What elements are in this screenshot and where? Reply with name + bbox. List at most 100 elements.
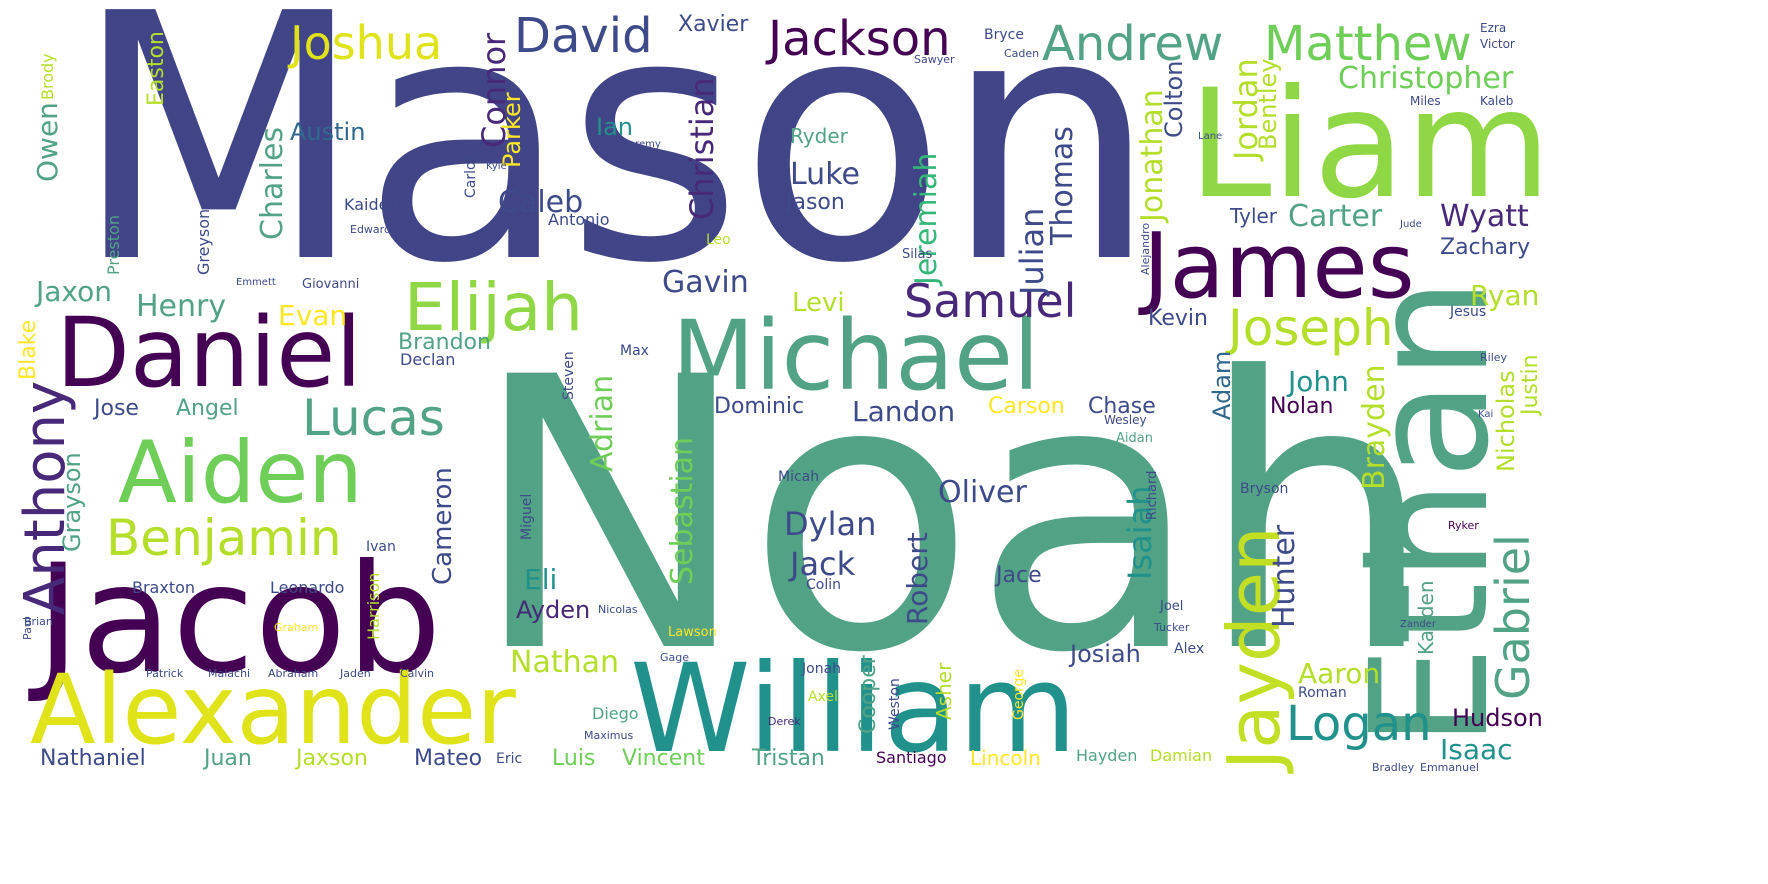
word-lincoln: Lincoln (970, 746, 1041, 770)
word-declan: Declan (400, 350, 456, 369)
word-gavin: Gavin (662, 265, 749, 300)
word-tristan: Tristan (752, 746, 825, 771)
word-malachi: Malachi (208, 667, 251, 680)
word-jose: Jose (94, 396, 139, 421)
word-edward: Edward (350, 223, 391, 236)
word-jaden: Jaden (340, 667, 371, 680)
word-damian: Damian (1150, 746, 1213, 765)
word-zachary: Zachary (1440, 235, 1531, 260)
word-carlos: Carlos (463, 154, 479, 198)
word-blake: Blake (16, 319, 41, 380)
word-brody: Brody (38, 53, 57, 100)
word-jack: Jack (790, 545, 856, 583)
word-abraham: Abraham (268, 667, 319, 680)
word-calvin: Calvin (400, 667, 435, 680)
word-emmett: Emmett (236, 277, 276, 288)
word-aidan: Aidan (1116, 431, 1153, 446)
word-hayden: Hayden (1076, 746, 1138, 765)
word-jaxson: Jaxson (296, 746, 368, 771)
word-patrick: Patrick (146, 667, 184, 680)
word-bryson: Bryson (1240, 481, 1289, 497)
word-weston: Weston (887, 678, 903, 730)
word-bradley: Bradley (1372, 761, 1415, 774)
word-aiden: Aiden (118, 423, 363, 523)
word-owen: Owen (31, 102, 64, 182)
word-david: David (514, 8, 653, 64)
word-justin: Justin (1518, 354, 1543, 415)
word-ayden: Ayden (516, 596, 591, 624)
word-aaron: Aaron (1298, 657, 1381, 690)
word-kaleb: Kaleb (1480, 94, 1514, 108)
word-asher: Asher (932, 662, 956, 720)
word-matthew: Matthew (1264, 16, 1472, 72)
word-steven: Steven (561, 351, 577, 400)
word-brayden: Brayden (1357, 364, 1392, 490)
word-braxton: Braxton (132, 578, 196, 597)
word-preston: Preston (104, 215, 123, 275)
word-mason: Mason (72, 0, 1158, 338)
word-lane: Lane (1198, 131, 1223, 142)
word-samuel: Samuel (904, 274, 1077, 328)
word-nicholas: Nicholas (1492, 370, 1520, 472)
word-kai: Kai (1478, 409, 1494, 420)
word-ezra: Ezra (1480, 21, 1507, 35)
word-zander: Zander (1400, 619, 1436, 630)
word-hudson: Hudson (1452, 704, 1543, 732)
word-jonah: Jonah (802, 661, 842, 677)
word-alejandro: Alejandro (1139, 222, 1152, 275)
word-landon: Landon (852, 395, 956, 428)
word-william: William (630, 638, 1078, 780)
word-maximus: Maximus (584, 729, 634, 742)
word-ryker: Ryker (1448, 519, 1479, 532)
word-ian: Ian (596, 113, 633, 141)
word-lucas: Lucas (302, 389, 445, 447)
word-jeremy: Jeremy (626, 139, 661, 150)
word-sawyer: Sawyer (914, 53, 955, 66)
word-julian: Julian (1013, 207, 1051, 295)
word-hunter: Hunter (1267, 524, 1302, 628)
word-thomas: Thomas (1045, 126, 1080, 245)
word-noah: Noah (470, 299, 1435, 735)
word-micah: Micah (778, 469, 820, 485)
word-angel: Angel (176, 396, 239, 421)
word-axel: Axel (808, 689, 838, 705)
word-alex: Alex (1174, 641, 1205, 657)
word-eli: Eli (524, 563, 558, 596)
word-riley: Riley (1480, 351, 1508, 364)
word-jude: Jude (1400, 219, 1422, 230)
word-henry: Henry (136, 289, 227, 324)
word-charles: Charles (255, 126, 290, 240)
word-kevin: Kevin (1148, 306, 1208, 331)
word-jason: Jason (786, 190, 845, 215)
word-andrew: Andrew (1042, 16, 1224, 72)
word-silas: Silas (902, 247, 933, 262)
word-leonardo: Leonardo (270, 578, 345, 597)
word-cooper: Cooper (856, 655, 881, 734)
word-colin: Colin (806, 577, 841, 593)
word-parker: Parker (498, 92, 526, 168)
word-kayden: Kayden (1414, 580, 1438, 655)
word-john: John (1288, 365, 1349, 398)
word-josiah: Josiah (1070, 640, 1141, 668)
word-brandon: Brandon (398, 330, 491, 355)
word-max: Max (620, 343, 649, 359)
word-cameron: Cameron (428, 467, 458, 585)
word-daniel: Daniel (56, 297, 362, 409)
word-jacob: Jacob (36, 533, 442, 707)
word-joel: Joel (1160, 599, 1184, 614)
word-robert: Robert (901, 532, 934, 625)
word-giovanni: Giovanni (302, 277, 360, 292)
word-james: James (1143, 214, 1415, 319)
word-ryder: Ryder (790, 124, 848, 148)
word-ryan: Ryan (1470, 279, 1540, 312)
word-elijah: Elijah (404, 269, 583, 346)
word-jace: Jace (996, 563, 1042, 588)
word-nicolas: Nicolas (598, 603, 638, 616)
word-kyle: Kyle (486, 161, 507, 172)
word-christian: Christian (683, 77, 721, 220)
word-ivan: Ivan (366, 539, 396, 555)
word-dylan: Dylan (784, 505, 877, 543)
word-kaiden: Kaiden (344, 195, 399, 214)
word-victor: Victor (1480, 37, 1515, 51)
